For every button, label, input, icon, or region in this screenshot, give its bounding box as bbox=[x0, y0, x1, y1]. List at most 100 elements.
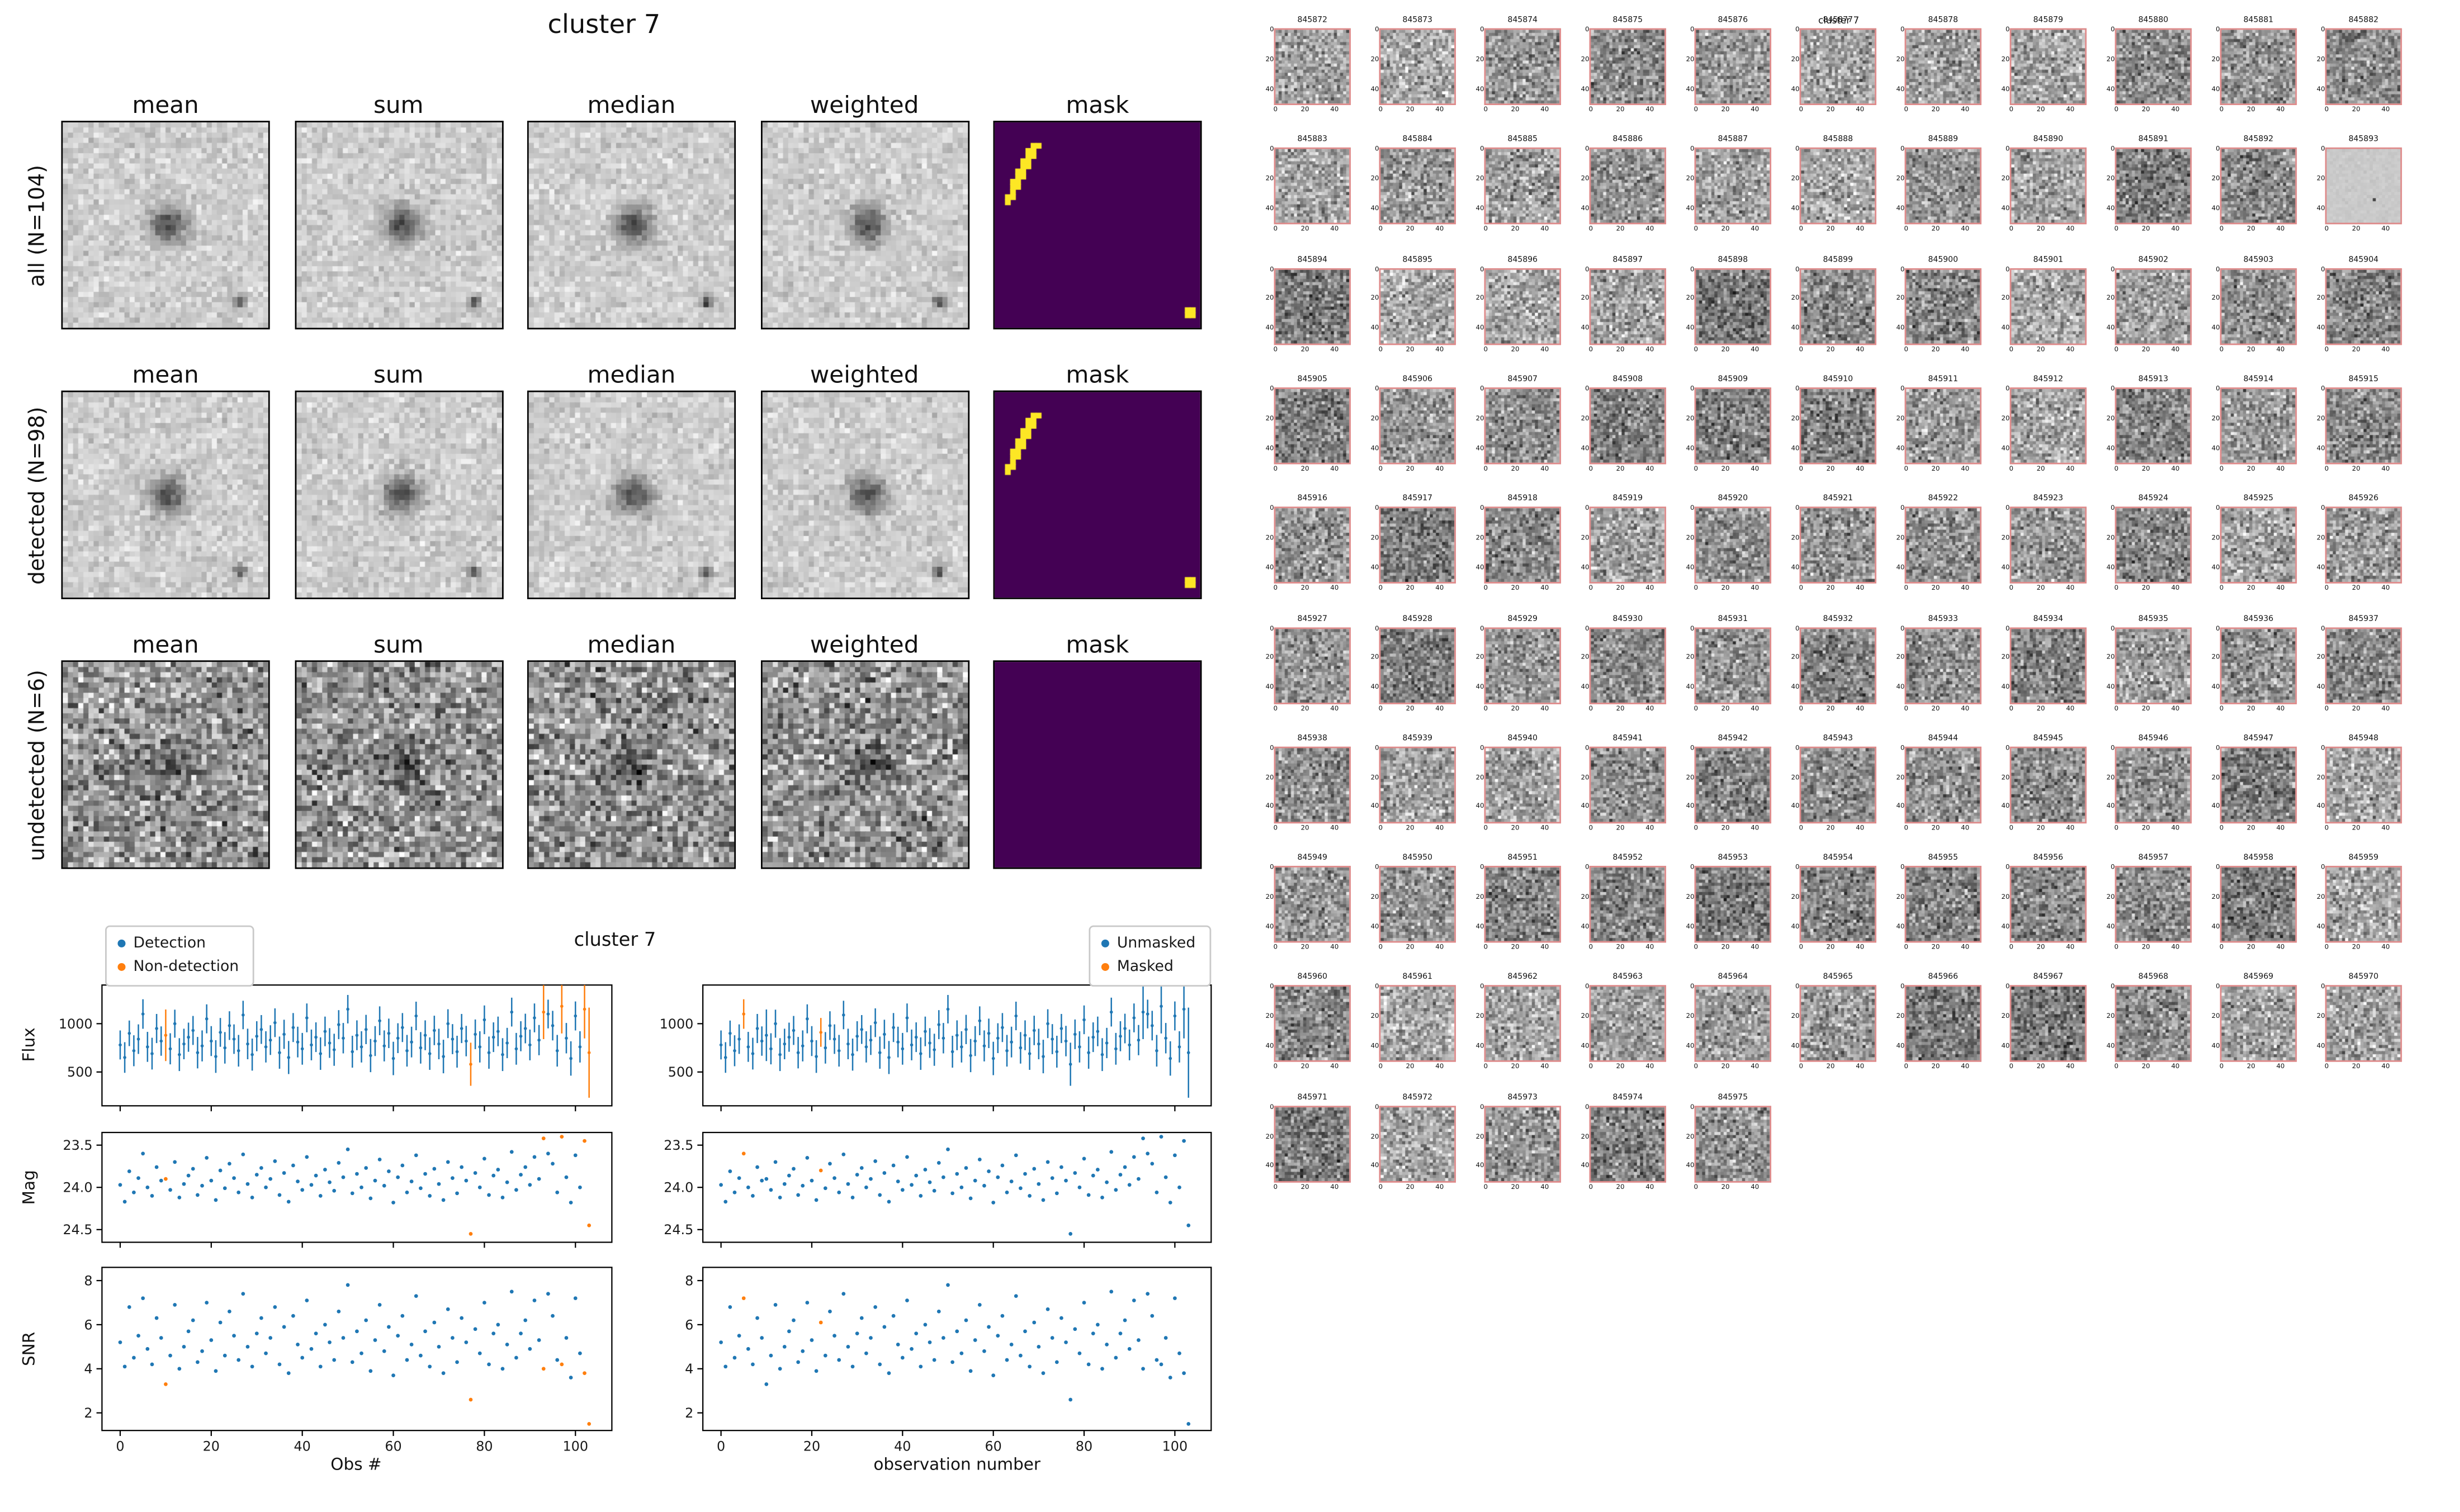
data-point bbox=[409, 1343, 414, 1347]
data-point bbox=[1177, 1351, 1181, 1355]
x-tick-label: 40 bbox=[2066, 1062, 2075, 1070]
x-tick-label: 0 bbox=[2009, 225, 2014, 233]
x-tick-label: 40 bbox=[2381, 344, 2390, 353]
data-point bbox=[1077, 1185, 1082, 1189]
cutout-image bbox=[1484, 387, 1562, 464]
data-point bbox=[273, 1021, 277, 1025]
cutout-id: 845927 bbox=[1297, 614, 1328, 624]
data-point bbox=[787, 1035, 791, 1039]
y-tick-label: 40 bbox=[1581, 443, 1589, 451]
data-point bbox=[264, 1185, 268, 1189]
x-tick-label: 0 bbox=[1273, 942, 1278, 951]
data-point bbox=[1010, 1040, 1013, 1044]
data-point bbox=[323, 1323, 327, 1327]
y-tick-label: 20 bbox=[1581, 772, 1589, 781]
data-point bbox=[1078, 1045, 1081, 1049]
y-tick-label: 20 bbox=[2316, 653, 2325, 661]
x-tick-label: 40 bbox=[2066, 464, 2075, 472]
x-tick-label: 40 bbox=[1961, 464, 1970, 472]
y-tick-label: 20 bbox=[2211, 533, 2220, 542]
y-tick-label: 40 bbox=[2316, 922, 2325, 930]
data-point bbox=[332, 1358, 337, 1362]
detection-legend: Detection Non-detection bbox=[105, 925, 255, 986]
data-point bbox=[1005, 1049, 1009, 1053]
data-point bbox=[555, 1190, 560, 1195]
y-tick-label: 24.0 bbox=[664, 1180, 693, 1196]
x-tick-label: 0 bbox=[1273, 823, 1278, 831]
data-point bbox=[1141, 1367, 1145, 1371]
data-point bbox=[118, 1183, 122, 1187]
x-tick-label: 40 bbox=[2171, 344, 2180, 353]
y-tick-label: 40 bbox=[1791, 84, 1800, 92]
stack-image-panel bbox=[527, 390, 736, 599]
x-tick-label: 0 bbox=[1588, 703, 1593, 712]
data-point bbox=[891, 1314, 896, 1318]
x-tick-label: 40 bbox=[1435, 942, 1444, 951]
data-point bbox=[923, 1168, 928, 1172]
y-tick-label: 40 bbox=[1265, 1161, 1274, 1169]
x-tick-label: 20 bbox=[2036, 344, 2045, 353]
data-point bbox=[919, 1364, 923, 1369]
data-point bbox=[546, 1012, 550, 1016]
x-tick-label: 20 bbox=[1511, 464, 1520, 472]
y-tick-label: 20 bbox=[1475, 653, 1484, 661]
data-point bbox=[1118, 1173, 1123, 1177]
y-tick-label: 0 bbox=[2321, 862, 2325, 871]
y-tick-label: 24.5 bbox=[664, 1222, 693, 1238]
x-tick-label: 20 bbox=[2352, 225, 2360, 233]
x-tick-label: 40 bbox=[1330, 225, 1339, 233]
cutout-id: 845935 bbox=[2138, 614, 2169, 624]
x-tick-label: 20 bbox=[1406, 105, 1414, 113]
y-tick-label: 0 bbox=[1270, 264, 1274, 273]
data-point bbox=[828, 1162, 832, 1166]
data-point bbox=[268, 1336, 273, 1340]
x-tick-label: 0 bbox=[2009, 942, 2014, 951]
data-point bbox=[464, 1178, 469, 1183]
data-point bbox=[419, 1353, 423, 1358]
stack-image-panel bbox=[760, 390, 969, 599]
x-tick-label: 40 bbox=[1330, 1062, 1339, 1070]
x-tick-label: 0 bbox=[1273, 464, 1278, 472]
data-point bbox=[496, 1323, 500, 1327]
data-point bbox=[196, 1193, 200, 1197]
x-tick-label: 40 bbox=[2066, 942, 2075, 951]
x-tick-label: 20 bbox=[2141, 584, 2150, 592]
data-point bbox=[851, 1053, 854, 1056]
cutout-id: 845970 bbox=[2348, 973, 2379, 983]
data-point bbox=[910, 1043, 914, 1047]
y-tick-label: 0 bbox=[2005, 862, 2010, 871]
data-point bbox=[728, 1305, 732, 1309]
y-tick-label: 0 bbox=[1795, 264, 1800, 273]
y-tick-label: 0 bbox=[2216, 144, 2220, 153]
data-point bbox=[164, 1034, 168, 1037]
x-tick-label: 40 bbox=[1330, 703, 1339, 712]
x-tick-label: 0 bbox=[1588, 1062, 1593, 1070]
data-point bbox=[1173, 1014, 1177, 1018]
data-point bbox=[118, 1340, 122, 1344]
data-point bbox=[819, 1168, 823, 1173]
y-tick-label: 40 bbox=[1686, 922, 1695, 930]
x-tick-label: 40 bbox=[1645, 464, 1654, 472]
data-point bbox=[928, 1041, 931, 1045]
x-tick-label: 40 bbox=[2381, 225, 2390, 233]
cutout-id: 845934 bbox=[2033, 614, 2064, 624]
data-point bbox=[132, 1049, 136, 1053]
data-point bbox=[1023, 1329, 1027, 1334]
y-tick-label: 0 bbox=[1375, 1102, 1379, 1110]
y-tick-label: 0 bbox=[1690, 623, 1695, 632]
data-point bbox=[855, 1173, 859, 1177]
y-tick-label: 40 bbox=[2211, 84, 2220, 92]
cutout-id: 845960 bbox=[1297, 973, 1328, 983]
composite-column-header: mask bbox=[1066, 631, 1129, 659]
cutout-id: 845972 bbox=[1402, 1092, 1433, 1102]
y-tick-label: 20 bbox=[2316, 772, 2325, 781]
data-point bbox=[546, 1151, 550, 1156]
x-tick-label: 0 bbox=[2219, 225, 2224, 233]
data-point bbox=[196, 1360, 200, 1364]
x-tick-label: 40 bbox=[1645, 344, 1654, 353]
x-tick-label: 20 bbox=[1721, 1062, 1730, 1070]
data-point bbox=[1073, 1032, 1077, 1036]
y-tick-label: 0 bbox=[2111, 384, 2115, 392]
x-tick-label: 0 bbox=[2009, 344, 2014, 353]
data-point bbox=[1155, 1190, 1159, 1195]
